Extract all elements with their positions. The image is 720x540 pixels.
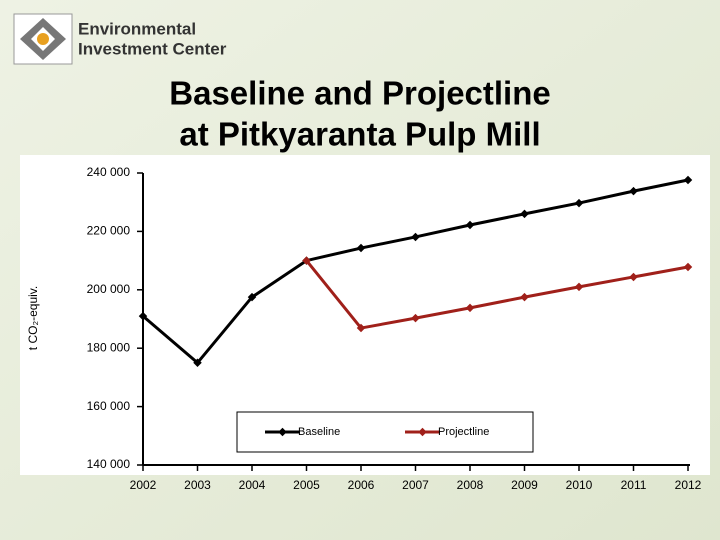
- logo: Environmental Investment Center: [13, 13, 227, 65]
- x-tick-label: 2011: [621, 478, 647, 492]
- logo-dot: [37, 33, 49, 45]
- point: [465, 303, 475, 313]
- point: [683, 262, 693, 272]
- point: [574, 282, 584, 292]
- point: [247, 292, 257, 302]
- x-tick-label: 2005: [293, 478, 320, 492]
- x-tick-label: 2010: [566, 478, 593, 492]
- chart-title: at Pitkyaranta Pulp Mill: [179, 116, 540, 153]
- point: [302, 256, 311, 265]
- chart-title: Baseline and Projectline: [169, 75, 550, 112]
- logo-text: Environmental: [78, 19, 196, 38]
- legend-marker: [418, 427, 427, 437]
- point: [411, 313, 420, 323]
- logo-text: Investment Center: [78, 39, 227, 58]
- x-tick-label: 2002: [130, 478, 157, 492]
- x-tick-label: 2009: [511, 478, 538, 492]
- point: [193, 358, 202, 368]
- point: [138, 311, 148, 321]
- point: [465, 220, 475, 230]
- legend-label: Projectline: [438, 426, 489, 438]
- y-tick-label: 220 000: [87, 224, 131, 238]
- x-tick-label: 2004: [239, 478, 266, 492]
- x-tick-label: 2012: [675, 478, 702, 492]
- x-tick-label: 2006: [348, 478, 375, 492]
- series-line: [305, 259, 689, 330]
- y-tick-label: 240 000: [87, 165, 131, 179]
- y-axis-label: t CO₂-equiv.: [26, 286, 40, 350]
- x-tick-label: 2003: [184, 478, 211, 492]
- point: [356, 323, 366, 333]
- point: [411, 232, 420, 242]
- point: [629, 272, 638, 282]
- y-tick-label: 160 000: [87, 399, 131, 413]
- y-tick-label: 140 000: [87, 457, 131, 471]
- point: [356, 243, 366, 253]
- x-tick-label: 2007: [402, 478, 429, 492]
- point: [520, 292, 529, 302]
- legend-label: Baseline: [298, 426, 340, 438]
- y-tick-label: 200 000: [87, 282, 131, 296]
- y-tick-label: 180 000: [87, 340, 131, 354]
- legend-marker: [278, 427, 287, 437]
- x-tick-label: 2008: [457, 478, 484, 492]
